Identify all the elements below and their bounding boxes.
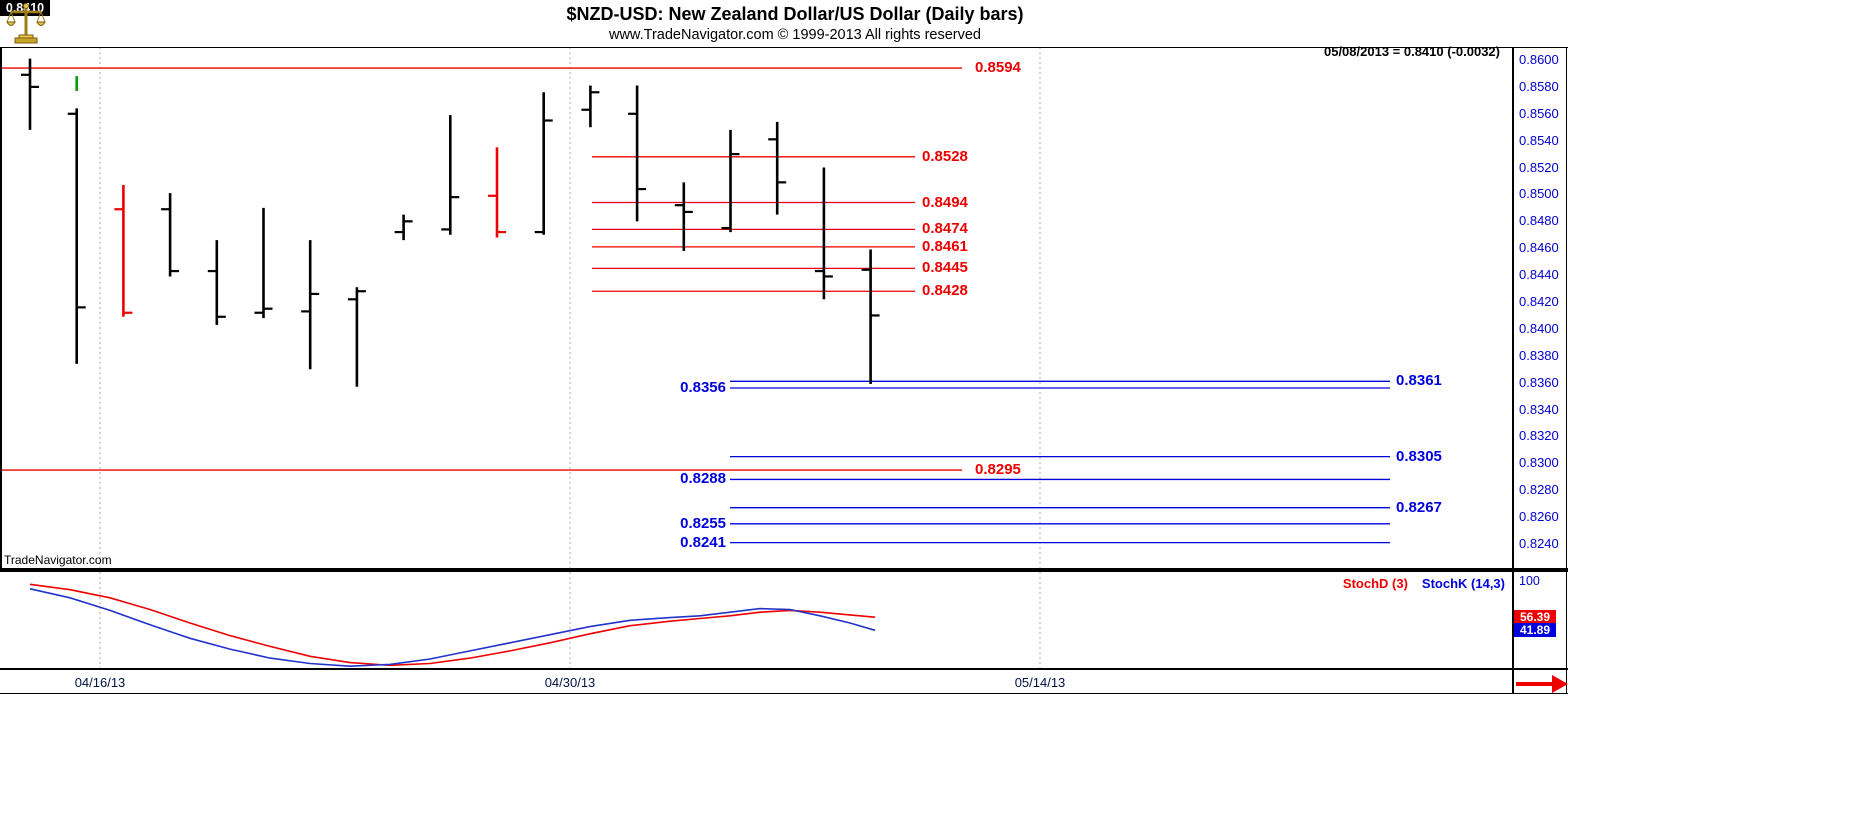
plot-right-border <box>1512 47 1514 694</box>
support-price-label: 0.8288 <box>680 470 726 488</box>
date-axis-bottom-border <box>0 693 1568 694</box>
main-panel-bottom-border <box>0 568 1568 572</box>
resistance-price-label: 0.8594 <box>975 59 1021 77</box>
tradenavigator-scales-logo-icon <box>6 2 46 46</box>
price-axis-label: 0.8560 <box>1519 105 1559 121</box>
stoch-axis-100-label: 100 <box>1519 574 1540 588</box>
resistance-price-label: 0.8528 <box>922 147 968 165</box>
price-axis-label: 0.8440 <box>1519 267 1559 283</box>
stoch-value-badge: 56.39 <box>1514 610 1556 625</box>
support-price-label: 0.8241 <box>680 533 726 551</box>
price-axis-label: 0.8380 <box>1519 347 1559 363</box>
arrow-head <box>1552 675 1568 693</box>
support-price-label: 0.8305 <box>1396 447 1442 465</box>
resistance-price-label: 0.8428 <box>922 282 968 300</box>
price-axis-label: 0.8320 <box>1519 428 1559 444</box>
resistance-price-label: 0.8494 <box>922 193 968 211</box>
support-price-label: 0.8255 <box>680 514 726 532</box>
stochd-curve <box>29 583 876 667</box>
price-axis-label: 0.8300 <box>1519 455 1559 471</box>
price-axis-label: 0.8260 <box>1519 509 1559 525</box>
price-axis-label: 0.8420 <box>1519 293 1559 309</box>
price-axis-label: 0.8480 <box>1519 213 1559 229</box>
stochk-curve <box>29 588 876 668</box>
date-axis-label: 05/14/13 <box>1014 675 1066 690</box>
resistance-price-label: 0.8295 <box>975 461 1021 479</box>
resistance-price-label: 0.8445 <box>922 259 968 277</box>
axis-right-border <box>1566 47 1567 694</box>
stoch-legend: StochD (3) StochK (14,3) <box>0 576 1505 591</box>
stochd-legend-label: StochD (3) <box>1342 576 1408 591</box>
stoch-value-badge: 41.89 <box>1514 623 1556 638</box>
price-axis-label: 0.8280 <box>1519 482 1559 498</box>
support-price-label: 0.8356 <box>680 379 726 397</box>
price-axis-label: 0.8540 <box>1519 132 1559 148</box>
resistance-price-label: 0.8474 <box>922 220 968 238</box>
stochk-legend-label: StochK (14,3) <box>1421 576 1505 591</box>
price-axis-label: 0.8600 <box>1519 52 1559 67</box>
support-price-label: 0.8361 <box>1396 372 1442 390</box>
plot-left-border <box>0 47 2 568</box>
resistance-price-label: 0.8461 <box>922 237 968 255</box>
date-axis-label: 04/16/13 <box>74 675 126 690</box>
price-axis-label: 0.8340 <box>1519 401 1559 417</box>
price-axis-label: 0.8460 <box>1519 240 1559 256</box>
copyright-line: www.TradeNavigator.com © 1999-2013 All r… <box>608 27 981 43</box>
stoch-panel-bottom-border <box>0 668 1568 670</box>
price-axis-label: 0.8360 <box>1519 374 1559 390</box>
price-axis-label: 0.8240 <box>1519 535 1559 551</box>
chart-title: $NZD-USD: New Zealand Dollar/US Dollar (… <box>566 4 1024 24</box>
price-axis-label: 0.8400 <box>1519 320 1559 336</box>
support-price-label: 0.8267 <box>1396 498 1442 516</box>
price-axis-label: 0.8500 <box>1519 186 1559 202</box>
price-axis-label: 0.8580 <box>1519 78 1559 94</box>
date-axis-label: 04/30/13 <box>544 675 596 690</box>
watermark: TradeNavigator.com <box>4 553 112 567</box>
arrow-tail <box>1516 682 1552 686</box>
chart-top-border <box>0 47 1568 48</box>
price-axis-label: 0.8520 <box>1519 159 1559 175</box>
